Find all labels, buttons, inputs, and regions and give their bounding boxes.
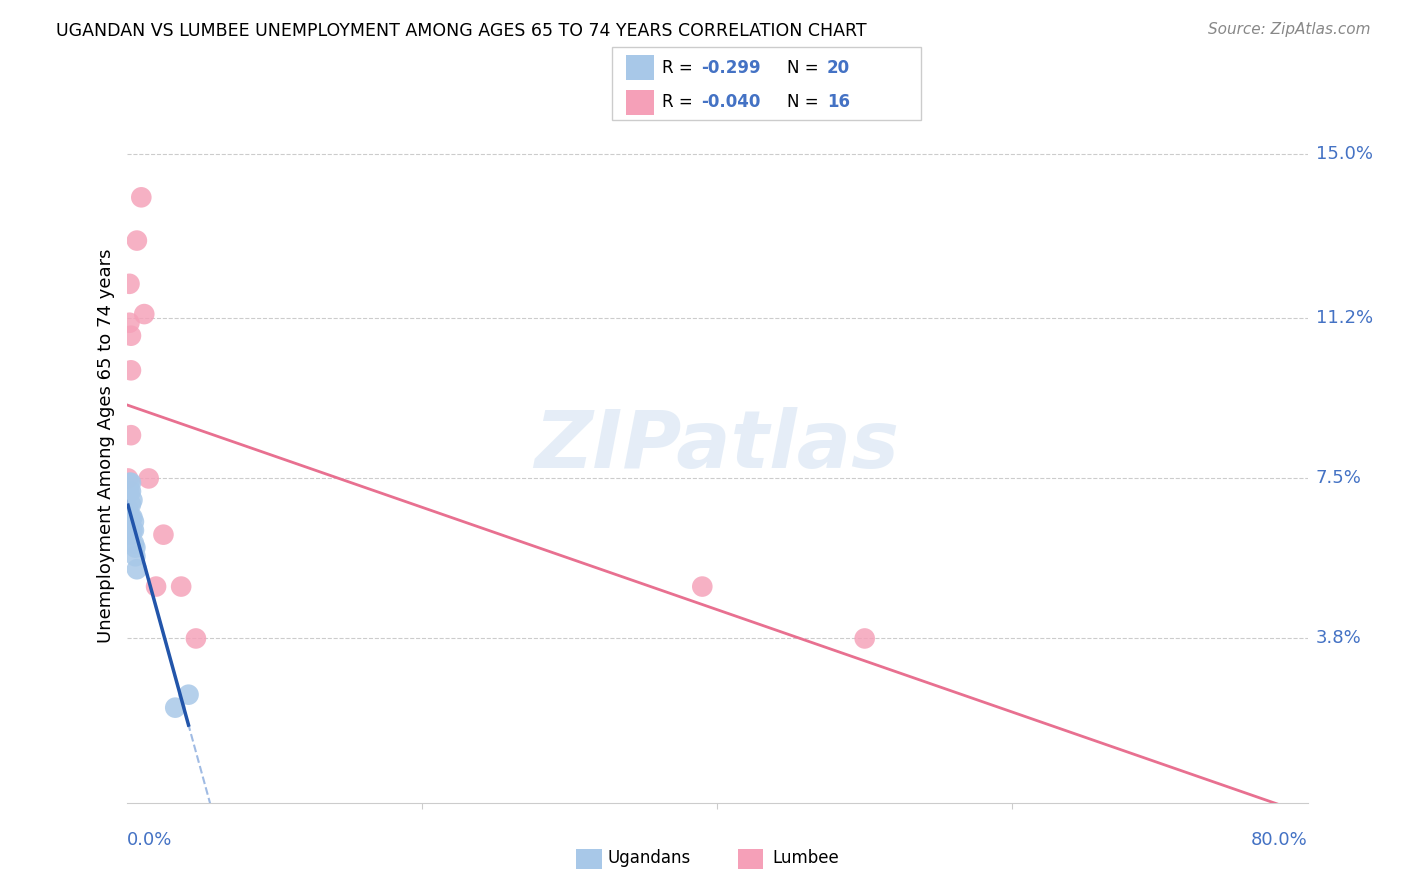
Point — [122, 515, 145, 529]
Text: N =: N = — [787, 59, 818, 77]
Point — [120, 428, 142, 442]
Point — [152, 527, 174, 541]
Point — [120, 497, 142, 511]
Point — [118, 484, 141, 499]
Point — [120, 484, 142, 499]
Text: Lumbee: Lumbee — [772, 849, 838, 867]
Text: 11.2%: 11.2% — [1316, 310, 1374, 327]
Point — [145, 580, 167, 594]
Text: 16: 16 — [827, 93, 849, 112]
Text: R =: R = — [662, 59, 693, 77]
Text: 15.0%: 15.0% — [1316, 145, 1372, 163]
Point — [120, 328, 142, 343]
Point — [853, 632, 876, 646]
Point — [122, 524, 145, 538]
Point — [165, 700, 187, 714]
Point — [121, 493, 143, 508]
Point — [125, 562, 148, 576]
Text: ZIPatlas: ZIPatlas — [534, 407, 900, 485]
Text: -0.299: -0.299 — [702, 59, 761, 77]
Text: R =: R = — [662, 93, 693, 112]
Y-axis label: Unemployment Among Ages 65 to 74 years: Unemployment Among Ages 65 to 74 years — [97, 249, 115, 643]
Text: 3.8%: 3.8% — [1316, 630, 1361, 648]
Point — [177, 688, 200, 702]
Point — [124, 549, 146, 564]
Text: UGANDAN VS LUMBEE UNEMPLOYMENT AMONG AGES 65 TO 74 YEARS CORRELATION CHART: UGANDAN VS LUMBEE UNEMPLOYMENT AMONG AGE… — [56, 22, 868, 40]
Point — [120, 363, 142, 377]
Point — [120, 527, 142, 541]
Point — [117, 501, 139, 516]
Text: -0.040: -0.040 — [702, 93, 761, 112]
Text: 0.0%: 0.0% — [127, 830, 172, 848]
Text: 7.5%: 7.5% — [1316, 469, 1362, 487]
Point — [184, 632, 207, 646]
Text: 80.0%: 80.0% — [1251, 830, 1308, 848]
Point — [124, 541, 146, 555]
Text: N =: N = — [787, 93, 818, 112]
Point — [117, 471, 139, 485]
Point — [118, 277, 141, 291]
Point — [129, 190, 153, 204]
Point — [117, 519, 139, 533]
Point — [138, 471, 160, 485]
Text: 20: 20 — [827, 59, 849, 77]
Point — [121, 524, 143, 538]
Point — [118, 475, 141, 490]
Point — [690, 580, 713, 594]
Point — [170, 580, 193, 594]
Point — [125, 234, 148, 248]
Text: Source: ZipAtlas.com: Source: ZipAtlas.com — [1208, 22, 1371, 37]
Point — [120, 475, 142, 490]
Point — [120, 510, 142, 524]
Point — [118, 316, 141, 330]
Point — [122, 536, 145, 550]
Text: Ugandans: Ugandans — [607, 849, 690, 867]
Point — [134, 307, 156, 321]
Point — [121, 510, 143, 524]
